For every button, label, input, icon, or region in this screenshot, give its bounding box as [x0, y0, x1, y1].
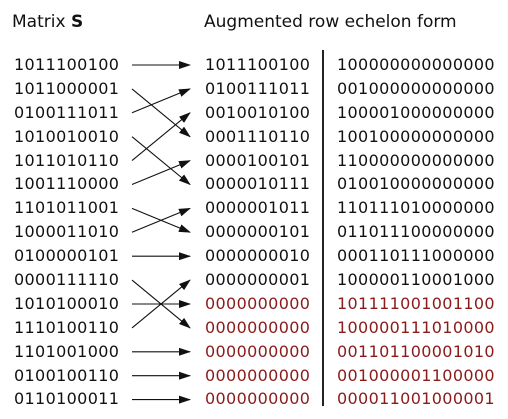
echelon-row: 0000001011 [205, 198, 311, 218]
augment-row: 000011001000001 [337, 389, 495, 409]
augment-row: 110000000000000 [337, 150, 495, 170]
matrix-s-rows: 1011100100 1011000001 0100111011 1010010010… [14, 53, 119, 411]
matrix-s-row: 0100111011 [14, 102, 120, 122]
echelon-row: 0000000001 [205, 270, 311, 290]
row-mapping-arrow [131, 160, 191, 186]
augment-row: 100000000000000 [337, 55, 495, 74]
matrix-s-row: 1001110000 [14, 174, 120, 194]
echelon-row: 0000000000 [205, 389, 311, 409]
row-mapping-arrow [131, 207, 191, 233]
matrix-s-row: 0100000101 [14, 246, 120, 266]
matrix-s-row: 0100100110 [14, 365, 120, 385]
echelon-row: 0010010100 [205, 102, 311, 122]
matrix-s-row: 1110100110 [14, 317, 120, 337]
arrow-group [131, 61, 191, 404]
echelon-rows: 1011100100 0100111011 0010010100 0001110110… [205, 53, 310, 411]
echelon-row: 0000000000 [205, 317, 311, 337]
matrix-s-row: 1011000001 [14, 78, 120, 98]
echelon-row: 0001110110 [205, 126, 311, 146]
echelon-form-title: Augmented row echelon form [204, 12, 457, 32]
augment-rows: 100000000000000 001000000000000 1000010000… [337, 53, 495, 411]
echelon-row: 0000100101 [205, 150, 311, 170]
augment-row: 010010000000000 [337, 174, 495, 194]
augment-row: 100100000000000 [337, 126, 495, 146]
augment-row: 110111010000000 [337, 198, 495, 218]
row-mapping-arrow [131, 112, 191, 162]
augment-row: 101111001001100 [337, 293, 495, 313]
echelon-row: 0000000010 [205, 246, 311, 266]
matrix-s-row: 0110100011 [14, 389, 120, 409]
augment-row: 011011100000000 [337, 222, 495, 242]
matrix-s-title-prefix: Matrix [12, 12, 71, 32]
matrix-s-row: 1010100010 [14, 293, 120, 313]
matrix-s-row: 1101011001 [14, 198, 120, 218]
echelon-row: 0000010111 [205, 174, 311, 194]
row-mapping-arrow [131, 88, 191, 114]
row-mapping-arrow [131, 136, 191, 186]
matrix-s-title: Matrix S [12, 12, 83, 32]
row-mapping-arrow [131, 279, 191, 329]
echelon-row: 0000000000 [205, 341, 311, 361]
augment-row: 100001000000000 [337, 102, 495, 122]
augment-row: 100000110001000 [337, 270, 495, 290]
echelon-row: 0000000101 [205, 222, 311, 242]
matrix-s-row: 1011010110 [14, 150, 120, 170]
row-mapping-arrow [131, 88, 191, 138]
matrix-s-row: 1101001000 [14, 341, 120, 361]
augment-row: 000110111000000 [337, 246, 495, 266]
matrix-s-title-symbol: S [70, 12, 84, 32]
augment-row: 001000001100000 [337, 365, 495, 385]
matrix-s-row: 1000011010 [14, 222, 120, 242]
matrix-s-row: 1011100100 [14, 55, 120, 74]
matrix-s-row: 0000111110 [14, 270, 120, 290]
augment-row: 100000111010000 [337, 317, 495, 337]
echelon-row: 0000000000 [205, 365, 311, 385]
echelon-row: 0100111011 [205, 78, 311, 98]
augment-row: 001000000000000 [337, 78, 495, 98]
echelon-row: 1011100100 [205, 55, 311, 74]
echelon-row: 0000000000 [205, 293, 311, 313]
augment-divider [322, 50, 324, 406]
augment-row: 001101100001010 [337, 341, 495, 361]
matrix-s-row: 1010010010 [14, 126, 120, 146]
